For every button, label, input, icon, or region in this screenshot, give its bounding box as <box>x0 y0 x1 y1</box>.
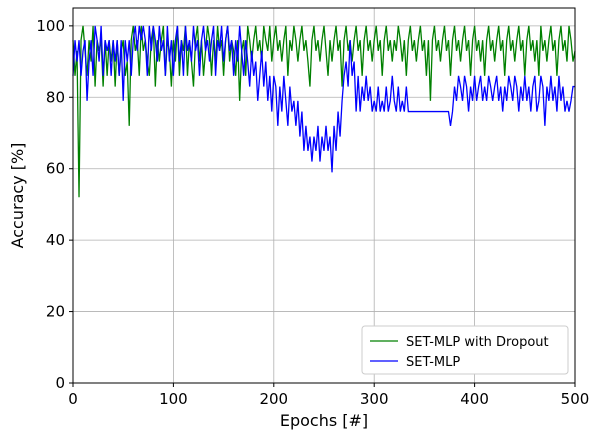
x-tick-label: 300 <box>360 390 389 408</box>
x-axis-label: Epochs [#] <box>280 411 368 430</box>
legend: SET-MLP with Dropout SET-MLP <box>361 325 569 375</box>
y-tick-label: 0 <box>55 374 65 392</box>
series-line-set-mlp <box>72 25 575 173</box>
x-tick-label: 100 <box>159 390 188 408</box>
y-tick-label: 80 <box>46 88 65 106</box>
x-tick-label: 400 <box>460 390 489 408</box>
y-tick-label: 60 <box>46 160 65 178</box>
x-tick-label: 500 <box>561 390 590 408</box>
y-tick-label: 100 <box>36 17 65 35</box>
series-lines <box>72 25 576 198</box>
axis-ticks: 0 100 200 300 400 500 0 20 40 60 80 100 <box>36 17 589 408</box>
y-axis-label: Accuracy [%] <box>8 143 27 249</box>
legend-label-set-mlp: SET-MLP <box>406 355 460 370</box>
x-tick-label: 0 <box>68 390 78 408</box>
legend-label-dropout: SET-MLP with Dropout <box>406 335 549 350</box>
x-tick-label: 200 <box>259 390 288 408</box>
grid-lines <box>72 8 576 384</box>
y-tick-label: 40 <box>46 231 65 249</box>
y-tick-label: 20 <box>46 303 65 321</box>
legend-box <box>361 325 569 375</box>
plot-frame <box>72 7 576 384</box>
